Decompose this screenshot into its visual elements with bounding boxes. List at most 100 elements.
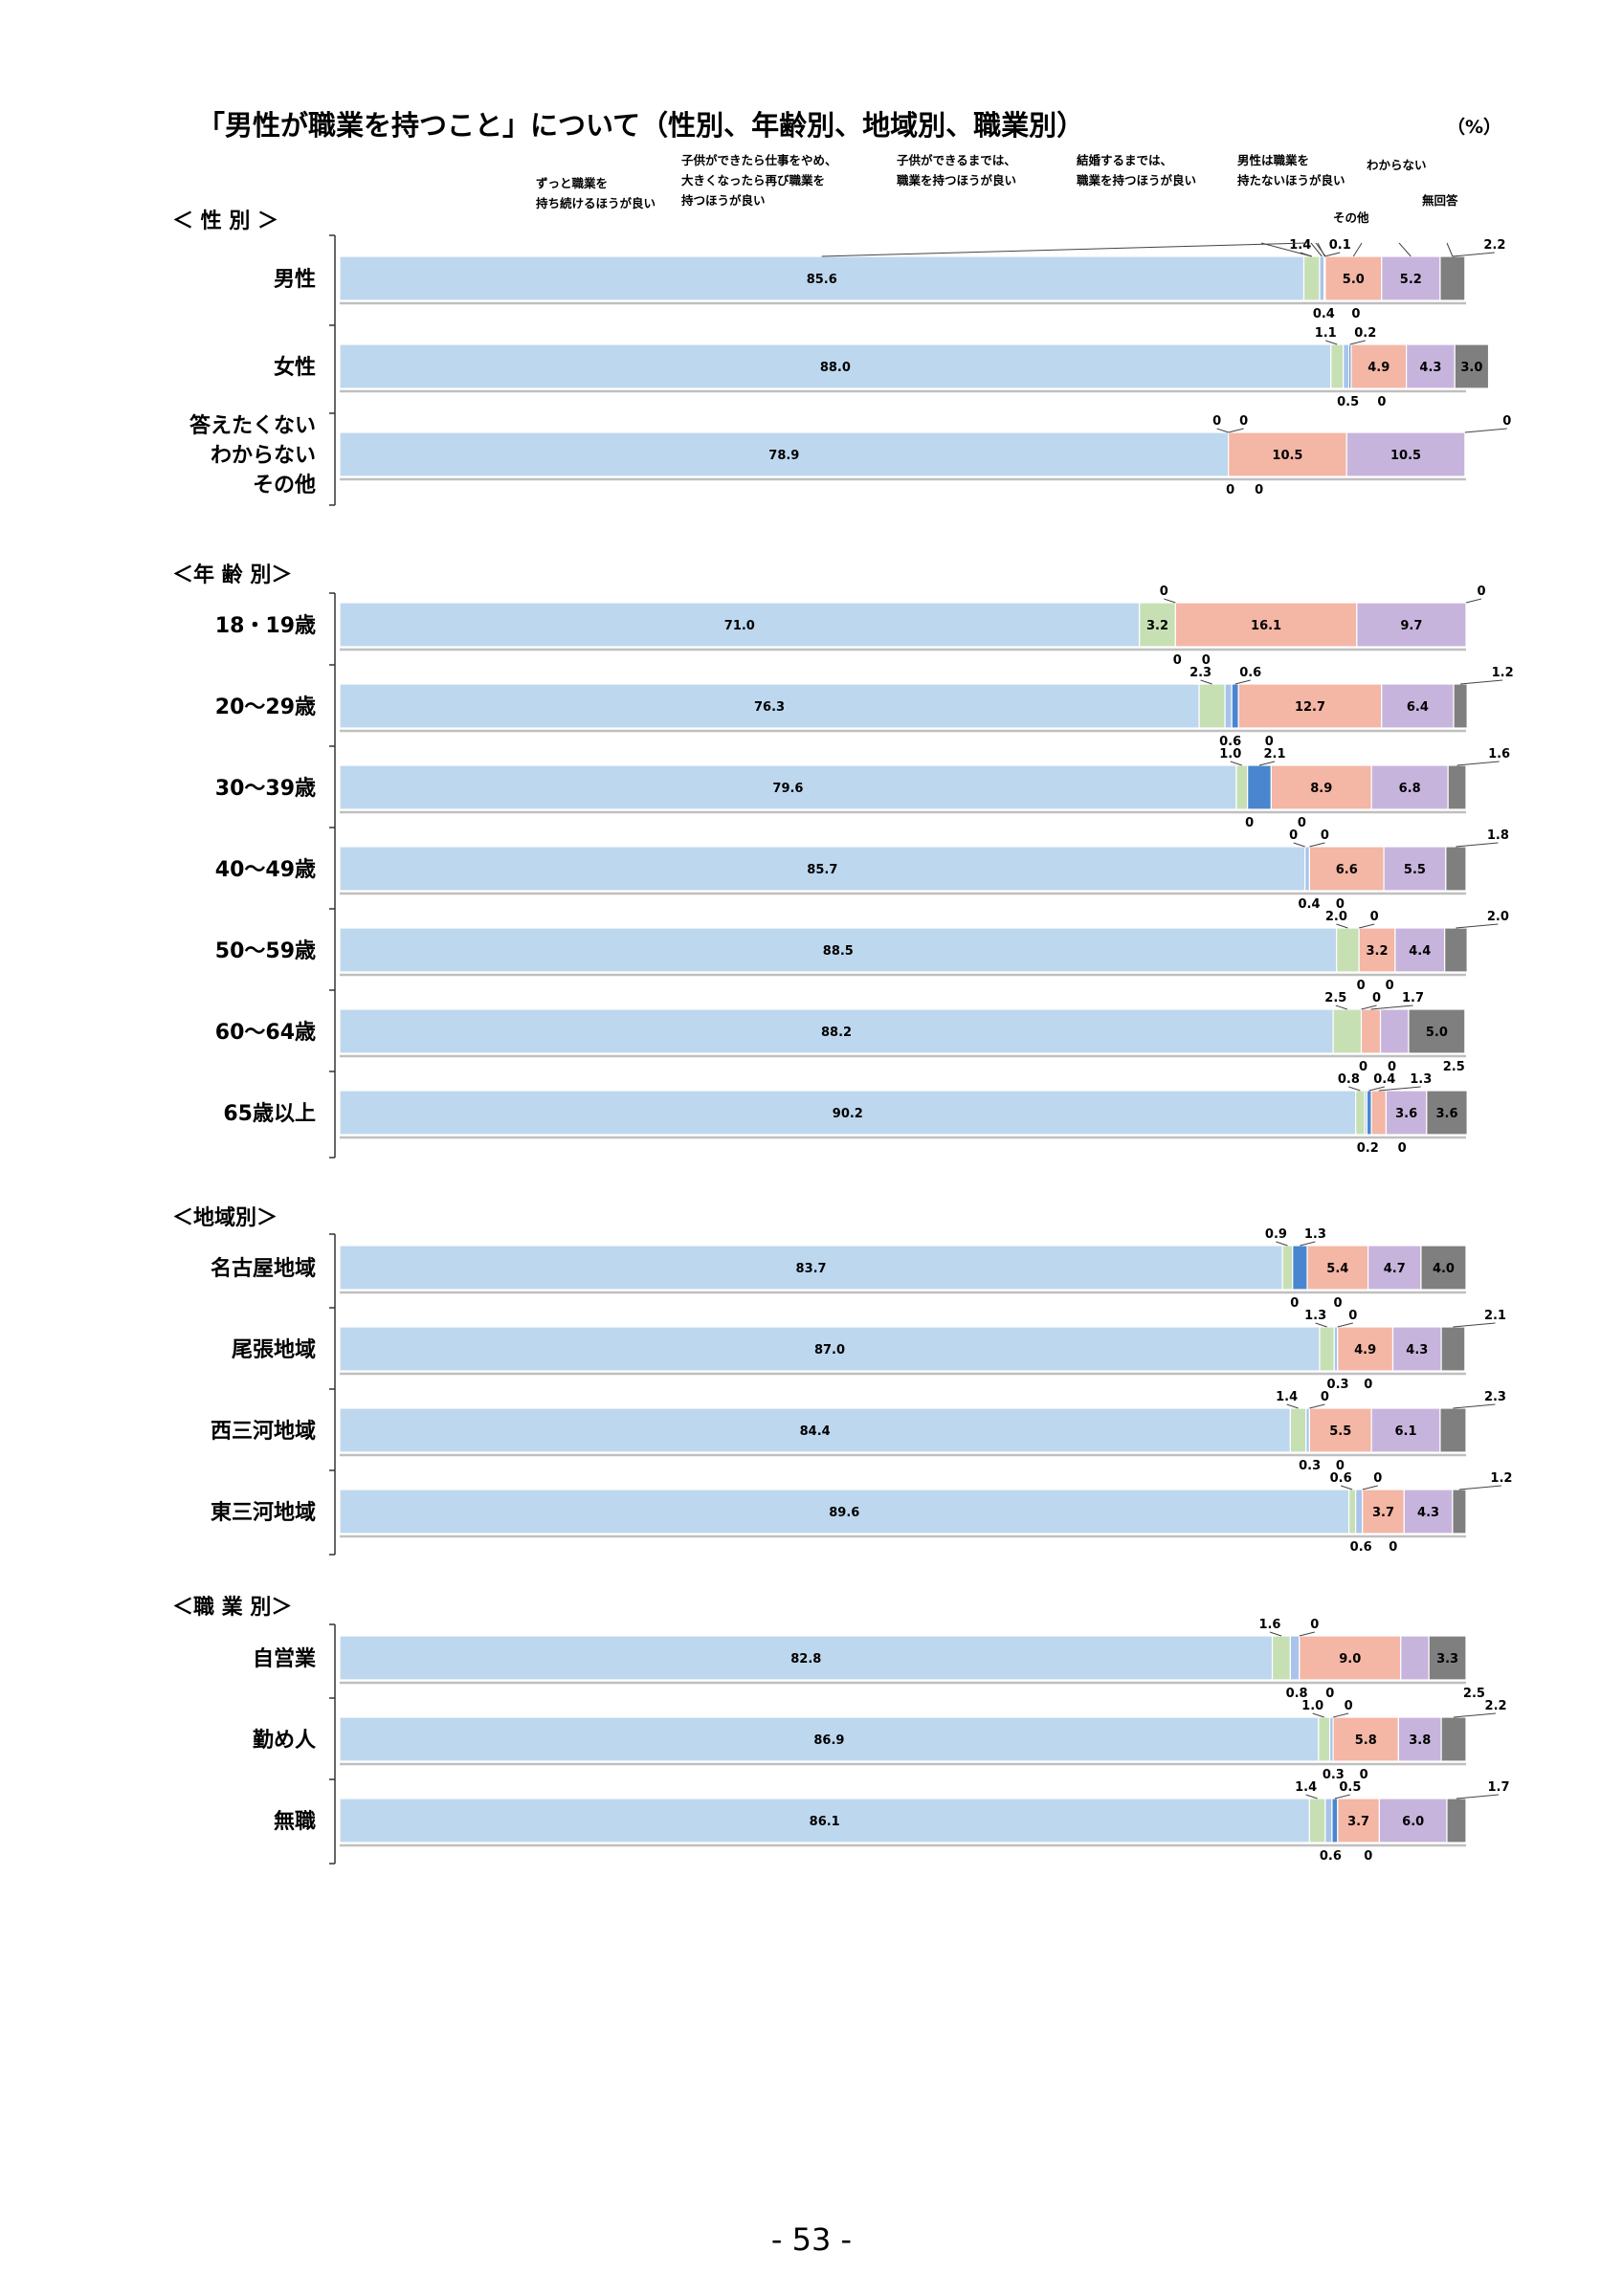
- data-label: 10.5: [1390, 449, 1421, 463]
- leader-line: [1164, 598, 1176, 604]
- unit-label: （%）: [1447, 117, 1502, 138]
- leader-line: [1452, 252, 1495, 257]
- leader-line: [1453, 1322, 1496, 1328]
- row-label: 女性: [274, 355, 316, 380]
- bar-segment: [1319, 255, 1325, 301]
- data-label: 5.0: [1343, 273, 1365, 287]
- leader-line: [1312, 1712, 1324, 1718]
- data-label: 2.2: [1483, 238, 1505, 253]
- bar-segment: [1308, 1407, 1372, 1453]
- legend-label: 持たないほうが良い: [1237, 173, 1345, 188]
- data-label: 3.2: [1367, 944, 1389, 959]
- data-label: 0.3: [1299, 1459, 1321, 1473]
- bar-segment: [1355, 1090, 1366, 1136]
- bar-segment: [1350, 343, 1408, 389]
- legend-label: 職業を持つほうが良い: [1077, 173, 1196, 188]
- data-label: 3.7: [1372, 1506, 1394, 1520]
- data-label: 0: [1334, 1296, 1343, 1311]
- bar-segment: [1400, 1635, 1430, 1681]
- bar-segment: [1444, 927, 1468, 973]
- bar-segment: [1447, 764, 1467, 810]
- leader-line: [1370, 1004, 1413, 1010]
- data-label: 8.9: [1310, 782, 1332, 796]
- leader-line: [1348, 1086, 1361, 1092]
- bar-segment: [1247, 764, 1272, 810]
- legend-leader: [821, 242, 1308, 257]
- legend-label: 子供ができるまでは、: [897, 153, 1016, 167]
- bar-segment: [1281, 1245, 1294, 1291]
- leader-line: [1458, 1485, 1501, 1490]
- bar-segment: [1406, 343, 1456, 389]
- data-label: 1.8: [1487, 828, 1509, 843]
- data-label: 6.6: [1336, 863, 1358, 877]
- legend-label: 持つほうが良い: [681, 193, 766, 208]
- bar-segment: [1453, 683, 1468, 729]
- bar-segment: [1308, 1798, 1326, 1843]
- data-label: 82.8: [790, 1652, 821, 1667]
- data-label: 0: [1372, 991, 1381, 1005]
- bar-segment: [339, 1245, 1283, 1291]
- data-label: 0.3: [1327, 1378, 1349, 1392]
- data-label: 2.3: [1189, 666, 1212, 680]
- bar-segment: [1318, 1716, 1331, 1762]
- bar-segment: [1228, 431, 1347, 477]
- data-label: 0: [1212, 414, 1221, 429]
- data-label: 0: [1255, 483, 1263, 497]
- data-label: 3.6: [1435, 1107, 1457, 1121]
- data-label: 0: [1357, 979, 1366, 993]
- bar-segment: [1235, 764, 1249, 810]
- bar-segment: [1139, 602, 1176, 648]
- bar-segment: [1345, 431, 1466, 477]
- data-label: 12.7: [1295, 700, 1325, 715]
- bar-segment: [1408, 1008, 1466, 1054]
- row-label: 自営業: [253, 1646, 317, 1671]
- bar-segment: [1174, 602, 1358, 648]
- data-label: 5.2: [1400, 273, 1422, 287]
- leader-line: [1456, 842, 1499, 848]
- data-label: 0: [1265, 735, 1274, 749]
- data-label: 0: [1360, 1768, 1368, 1782]
- leader-line: [1464, 428, 1507, 433]
- row-label: 18・19歳: [215, 614, 316, 638]
- data-label: 86.9: [813, 1733, 844, 1748]
- leader-line: [1293, 842, 1305, 848]
- data-label: 1.7: [1402, 991, 1424, 1005]
- bar-segment: [1440, 1716, 1467, 1762]
- data-label: 0.6: [1239, 666, 1261, 680]
- bar-segment: [1336, 927, 1360, 973]
- data-label: 1.7: [1487, 1780, 1509, 1795]
- legend-label: ずっと職業を: [536, 176, 608, 190]
- bar-segment: [1343, 343, 1350, 389]
- bar-segment: [1337, 1798, 1380, 1843]
- data-label: 0: [1477, 585, 1485, 599]
- data-label: 1.0: [1301, 1699, 1323, 1713]
- bar-segment: [339, 764, 1237, 810]
- bar-segment: [1270, 764, 1372, 810]
- data-label: 0: [1373, 1471, 1382, 1486]
- data-label: 85.6: [807, 273, 837, 287]
- data-label: 4.3: [1417, 1506, 1439, 1520]
- leader-line: [1325, 340, 1338, 345]
- data-label: 1.6: [1258, 1618, 1280, 1632]
- legend-leader: [1260, 242, 1312, 257]
- group-title: ＜職 業 別＞: [172, 1595, 292, 1620]
- bar-segment: [1446, 1798, 1467, 1843]
- bar-segment: [339, 846, 1306, 892]
- data-label: 0: [1398, 1141, 1407, 1156]
- data-label: 3.0: [1460, 361, 1482, 375]
- legend-label: その他: [1333, 210, 1369, 225]
- data-label: 0: [1336, 897, 1345, 912]
- data-label: 0.2: [1357, 1141, 1379, 1156]
- leader-line: [1368, 1086, 1385, 1092]
- bar-segment: [1337, 1326, 1394, 1372]
- legend-label: 大きくなったら再び職業を: [681, 173, 825, 188]
- group-title: ＜年 齢 別＞: [172, 563, 292, 587]
- leader-line: [1456, 761, 1500, 766]
- bar-segment: [1324, 255, 1383, 301]
- leader-line: [1337, 1322, 1353, 1328]
- data-label: 0: [1389, 1540, 1397, 1555]
- bar-segment: [339, 1489, 1350, 1534]
- bar-segment: [339, 1090, 1357, 1136]
- data-label: 0: [1321, 1390, 1329, 1404]
- bar-segment: [1420, 1245, 1467, 1291]
